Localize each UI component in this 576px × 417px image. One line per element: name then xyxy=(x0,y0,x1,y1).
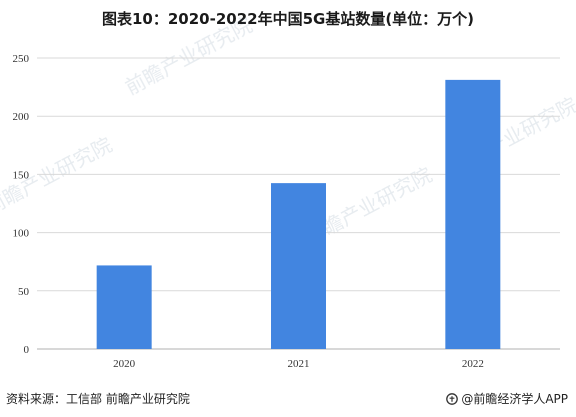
bar-2020 xyxy=(96,265,152,349)
y-tick-label: 150 xyxy=(13,169,30,181)
x-tick-label: 2021 xyxy=(288,358,310,370)
x-tick-label: 2020 xyxy=(113,358,136,370)
bar-chart: 前瞻产业研究院 前瞻产业研究院 前瞻产业研究院 前瞻产业研究院 05010015… xyxy=(0,12,576,370)
chart-title: 图表10：2020-2022年中国5G基站数量(单位：万个) xyxy=(101,10,475,28)
y-tick-label: 0 xyxy=(24,344,30,356)
y-tick-label: 100 xyxy=(13,228,30,240)
brand-footer: @前瞻经济学人APP xyxy=(446,390,568,407)
watermark-text-1: 前瞻产业研究院 xyxy=(121,12,256,99)
x-tick-label: 2022 xyxy=(462,358,484,370)
y-tick-label: 200 xyxy=(13,111,30,123)
brand-text: @前瞻经济学人APP xyxy=(461,392,568,406)
bars xyxy=(96,79,501,349)
x-axis: 2020 2021 2022 xyxy=(113,358,484,370)
y-tick-label: 250 xyxy=(13,53,30,65)
bar-2021 xyxy=(271,183,326,349)
brand-logo-icon xyxy=(446,392,459,405)
source-note: 资料来源：工信部 前瞻产业研究院 xyxy=(6,392,190,406)
bar-2022 xyxy=(445,79,501,349)
y-tick-label: 50 xyxy=(18,286,30,298)
y-axis: 0 50 100 150 200 250 xyxy=(13,53,30,356)
